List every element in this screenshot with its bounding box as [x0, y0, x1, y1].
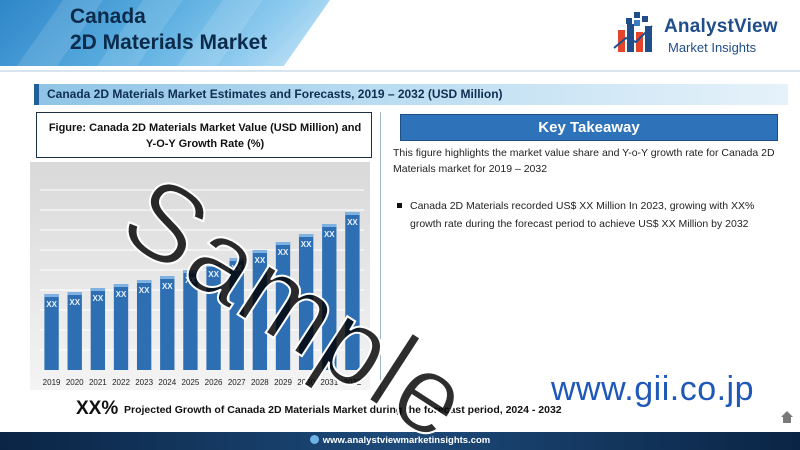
bullet-icon [397, 203, 402, 208]
chart-bar [322, 224, 337, 370]
chart-data-label: XX [231, 264, 242, 273]
chart-bar [345, 212, 360, 370]
chart-bar [229, 258, 244, 370]
chart-bar-cap [252, 250, 268, 253]
chart-bar-cap [113, 284, 129, 287]
chart-data-label: XX [93, 294, 104, 303]
chart-data-label: XX [69, 298, 80, 307]
chart-bar [183, 270, 198, 370]
chart-bar-cap [136, 280, 152, 283]
figure-caption-box: Figure: Canada 2D Materials Market Value… [36, 112, 372, 158]
bar-chart-logo-icon [613, 12, 653, 52]
chart-bar [275, 242, 291, 370]
chart-bar [136, 280, 152, 370]
logo-subtitle: Market Insights [668, 40, 757, 55]
chart-x-tick-label: 2020 [66, 378, 84, 387]
key-takeaway-bullet: Canada 2D Materials recorded US$ XX Mill… [410, 200, 755, 230]
chart-bar [160, 276, 175, 370]
chart-x-tick-label: 2028 [251, 378, 269, 387]
chart-bar [90, 288, 106, 370]
chart-bar [298, 234, 314, 370]
section-banner: Canada 2D Materials Market Estimates and… [34, 84, 788, 105]
gii-site-link[interactable]: www.gii.co.jp [551, 370, 755, 408]
chart-bar-cap [229, 258, 244, 261]
chart-x-tick-label: 2032 [344, 378, 362, 387]
chart-x-tick-label: 2022 [112, 378, 130, 387]
chart-data-label: XX [301, 240, 312, 249]
chart-bar-cap [67, 292, 82, 295]
chart-data-label: XX [46, 300, 57, 309]
chart-bar-cap [298, 234, 314, 237]
key-takeaway-header: Key Takeaway [400, 114, 778, 141]
chart-bar-cap [160, 276, 175, 279]
key-takeaway-title: Key Takeaway [538, 119, 640, 136]
section-banner-text: Canada 2D Materials Market Estimates and… [47, 87, 503, 101]
figure-caption: Figure: Canada 2D Materials Market Value… [48, 122, 362, 150]
chart-bar [67, 292, 82, 370]
chart-bar-cap [322, 224, 337, 227]
globe-icon [309, 435, 319, 444]
chart-bar [206, 264, 221, 370]
chart-x-tick-label: 2021 [89, 378, 107, 387]
header: Canada 2D Materials Market AnalystView M… [0, 0, 800, 70]
chart-data-label: XX [208, 270, 219, 279]
chart-background [30, 162, 370, 390]
home-icon[interactable] [780, 410, 794, 424]
chart-x-tick-label: 2031 [320, 378, 338, 387]
chart-bar [113, 284, 129, 370]
projected-growth-text: Projected Growth of Canada 2D Materials … [124, 404, 562, 416]
chart-data-label: XX [255, 256, 266, 265]
chart-bar-cap [206, 264, 221, 267]
chart-data-label: XX [324, 230, 335, 239]
title-banner: Canada 2D Materials Market [0, 0, 330, 66]
logo-name: AnalystView [664, 16, 778, 37]
chart-data-label: XX [116, 290, 127, 299]
chart-bar-cap [345, 212, 360, 215]
chart-x-tick-label: 2026 [205, 378, 223, 387]
chart-bar [252, 250, 268, 370]
chart-data-label: XX [162, 282, 173, 291]
page-title: Canada 2D Materials Market [70, 4, 267, 56]
chart-bar [44, 294, 59, 370]
chart-bar-cap [44, 294, 59, 297]
chart-x-tick-label: 2025 [182, 378, 200, 387]
chart-data-label: XX [347, 218, 358, 227]
key-takeaway-intro: This figure highlights the market value … [393, 147, 775, 175]
title-line-1: Canada [70, 5, 146, 28]
footer-bar: www.analystviewmarketinsights.com [0, 432, 800, 450]
chart-data-label: XX [185, 276, 196, 285]
chart-x-tick-label: 2019 [43, 378, 61, 387]
footer-url[interactable]: www.analystviewmarketinsights.com [0, 435, 800, 446]
chart-data-label: XX [139, 286, 150, 295]
chart-x-tick-label: 2024 [158, 378, 176, 387]
chart-x-tick-label: 2027 [228, 378, 246, 387]
company-logo[interactable]: AnalystView Market Insights [612, 12, 792, 62]
chart-x-tick-label: 2030 [297, 378, 315, 387]
title-line-2: 2D Materials Market [70, 31, 268, 54]
chart-data-label: XX [278, 248, 289, 257]
header-divider [0, 70, 800, 72]
chart-x-tick-label: 2023 [135, 378, 153, 387]
market-value-chart: XX XX XX XX XX XX XX XX XX XX XX XX XX XX 2019 2020 202… [30, 162, 370, 390]
chart-svg: XX XX XX XX XX XX XX XX XX XX XX XX XX XX 2019 2020 202… [30, 162, 370, 390]
footer-url-text[interactable]: www.analystviewmarketinsights.com [322, 435, 491, 446]
chart-bar-cap [183, 270, 198, 273]
chart-x-tick-label: 2029 [274, 378, 292, 387]
projected-growth-value: XX% [76, 398, 119, 419]
chart-bar-cap [275, 242, 291, 245]
column-divider [380, 112, 381, 397]
chart-bar-cap [90, 288, 106, 291]
